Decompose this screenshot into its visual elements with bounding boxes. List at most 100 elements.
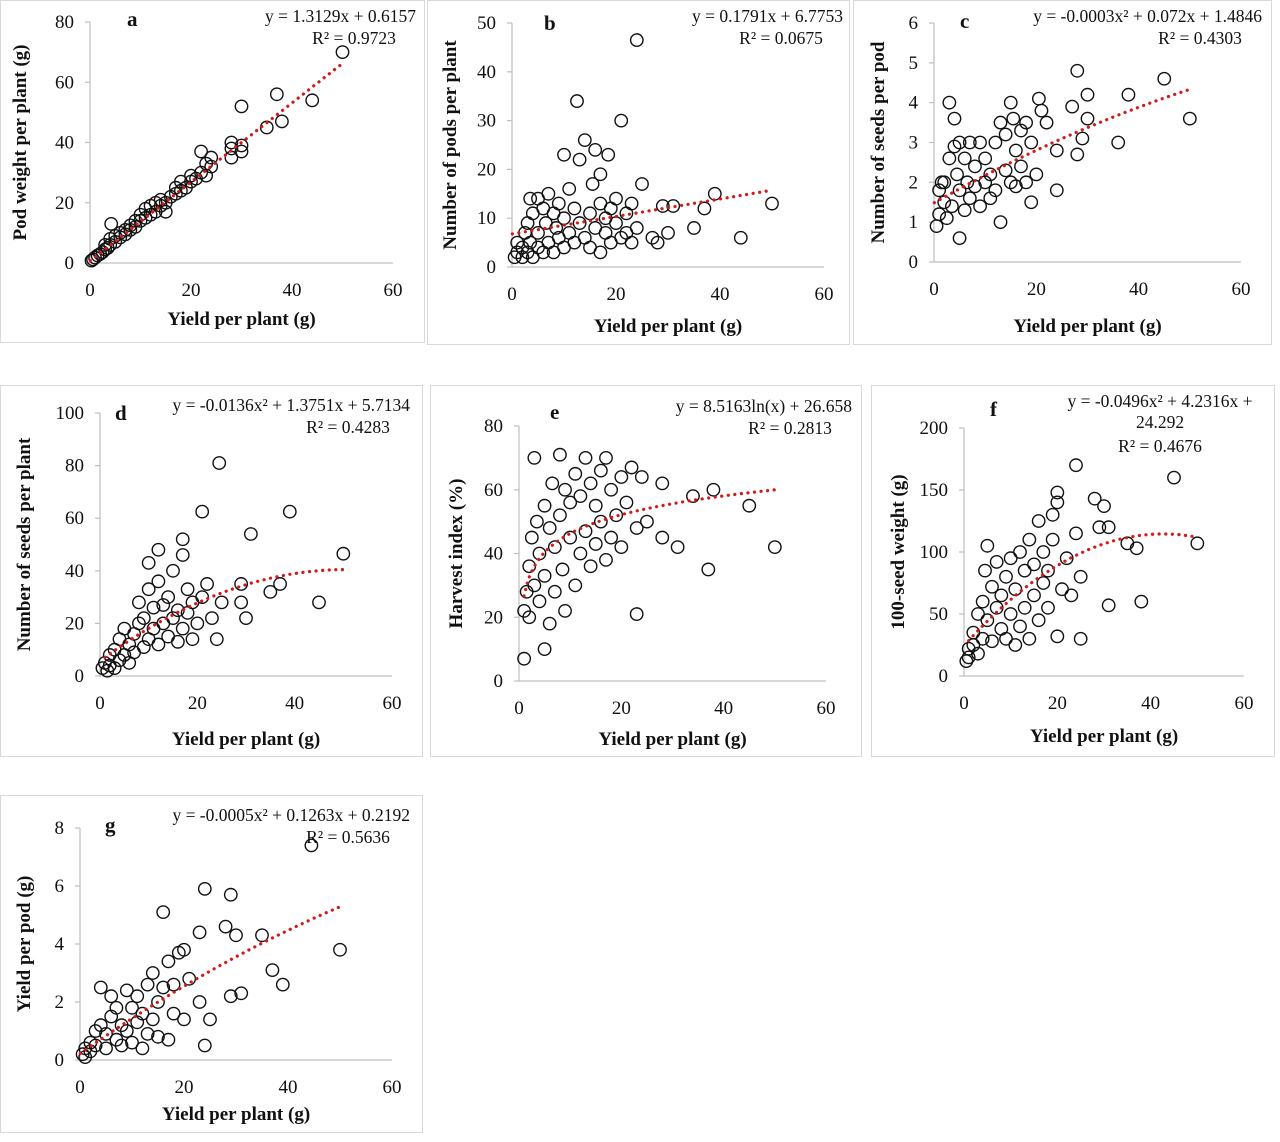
data-point xyxy=(161,954,176,969)
data-point xyxy=(572,152,587,167)
data-point xyxy=(687,221,701,235)
data-point xyxy=(614,113,629,128)
data-point xyxy=(988,135,1003,150)
data-point xyxy=(197,882,212,896)
data-point xyxy=(945,199,959,214)
data-point xyxy=(336,546,351,561)
data-point xyxy=(1017,600,1032,615)
data-point xyxy=(125,1035,139,1050)
data-point xyxy=(985,579,999,594)
data-point xyxy=(971,607,985,621)
x-tick-label: 20 xyxy=(607,284,626,305)
data-point xyxy=(522,610,537,625)
data-point xyxy=(151,542,166,557)
data-point xyxy=(175,532,190,547)
data-point xyxy=(175,621,190,636)
data-point xyxy=(655,199,670,213)
data-point xyxy=(223,887,238,902)
data-point xyxy=(1049,183,1064,198)
data-point xyxy=(132,616,146,631)
data-point xyxy=(1111,135,1126,150)
data-point xyxy=(531,225,545,240)
data-point xyxy=(655,476,670,491)
data-point xyxy=(971,646,985,661)
x-tick-label: 0 xyxy=(75,1077,85,1098)
y-axis-title: Yield per pod (g) xyxy=(14,876,35,1013)
data-point xyxy=(1013,545,1027,559)
y-axis-title: 100-seed weight (g) xyxy=(888,474,909,629)
x-tick-label: 20 xyxy=(175,1077,194,1098)
x-tick-label: 60 xyxy=(815,284,834,305)
data-point xyxy=(650,235,665,250)
data-point xyxy=(1031,514,1046,528)
data-point xyxy=(670,540,685,555)
data-point xyxy=(1050,485,1065,500)
data-point xyxy=(599,450,613,465)
y-tick-label: 30 xyxy=(477,111,496,132)
data-point xyxy=(203,1012,217,1027)
data-point xyxy=(93,980,108,995)
y-tick-label: 0 xyxy=(75,666,85,687)
data-point xyxy=(510,245,525,260)
data-point xyxy=(312,595,326,610)
data-point xyxy=(86,252,100,267)
data-point xyxy=(655,530,670,545)
y-tick-label: 60 xyxy=(484,480,503,501)
panel-frame xyxy=(427,0,850,345)
data-point xyxy=(532,594,547,609)
data-point xyxy=(1097,499,1111,514)
panel-letter: f xyxy=(990,397,998,421)
data-point xyxy=(593,167,608,182)
data-point xyxy=(697,201,712,216)
data-point xyxy=(1006,111,1021,126)
data-point xyxy=(542,616,557,631)
y-tick-label: 100 xyxy=(920,542,949,563)
data-point xyxy=(151,1029,165,1044)
data-point xyxy=(939,211,954,226)
data-point xyxy=(177,1012,191,1027)
data-point xyxy=(1101,520,1116,535)
data-point xyxy=(1092,520,1107,535)
data-point xyxy=(234,99,249,114)
panel-letter: d xyxy=(115,401,127,425)
y-tick-label: 150 xyxy=(920,480,949,501)
data-point xyxy=(999,631,1013,646)
x-tick-label: 20 xyxy=(1027,279,1046,300)
data-point xyxy=(619,495,634,510)
data-point xyxy=(1134,594,1149,609)
panel-letter: g xyxy=(105,813,116,837)
data-point xyxy=(1019,175,1033,190)
data-point xyxy=(1019,115,1033,130)
data-point xyxy=(645,230,660,245)
data-point xyxy=(950,167,964,182)
data-point xyxy=(1003,607,1018,621)
data-point xyxy=(640,514,654,529)
data-point xyxy=(223,989,238,1004)
data-point xyxy=(132,595,146,610)
data-point xyxy=(224,135,239,150)
y-tick-label: 60 xyxy=(65,508,84,529)
data-point xyxy=(994,588,1009,603)
data-point xyxy=(601,147,616,162)
data-point xyxy=(932,207,947,222)
data-point xyxy=(1024,195,1039,210)
data-point xyxy=(1017,563,1032,578)
data-point xyxy=(701,562,716,577)
data-point xyxy=(135,1041,150,1056)
trend-equation: y = -0.0136x² + 1.3751x + 5.7134 xyxy=(172,395,410,415)
data-point xyxy=(604,530,618,545)
data-point xyxy=(1049,143,1064,158)
y-tick-label: 40 xyxy=(484,544,503,565)
data-point xyxy=(140,977,155,992)
data-point xyxy=(1014,123,1028,138)
data-point xyxy=(1029,167,1044,182)
data-point xyxy=(1050,629,1065,644)
data-point xyxy=(706,482,721,497)
data-point xyxy=(993,115,1008,130)
x-axis-title: Yield per plant (g) xyxy=(162,1104,310,1125)
data-point xyxy=(151,637,166,652)
data-point xyxy=(614,470,629,484)
data-point xyxy=(1087,491,1102,506)
y-tick-label: 3 xyxy=(909,133,919,154)
panel-frame xyxy=(430,385,862,757)
